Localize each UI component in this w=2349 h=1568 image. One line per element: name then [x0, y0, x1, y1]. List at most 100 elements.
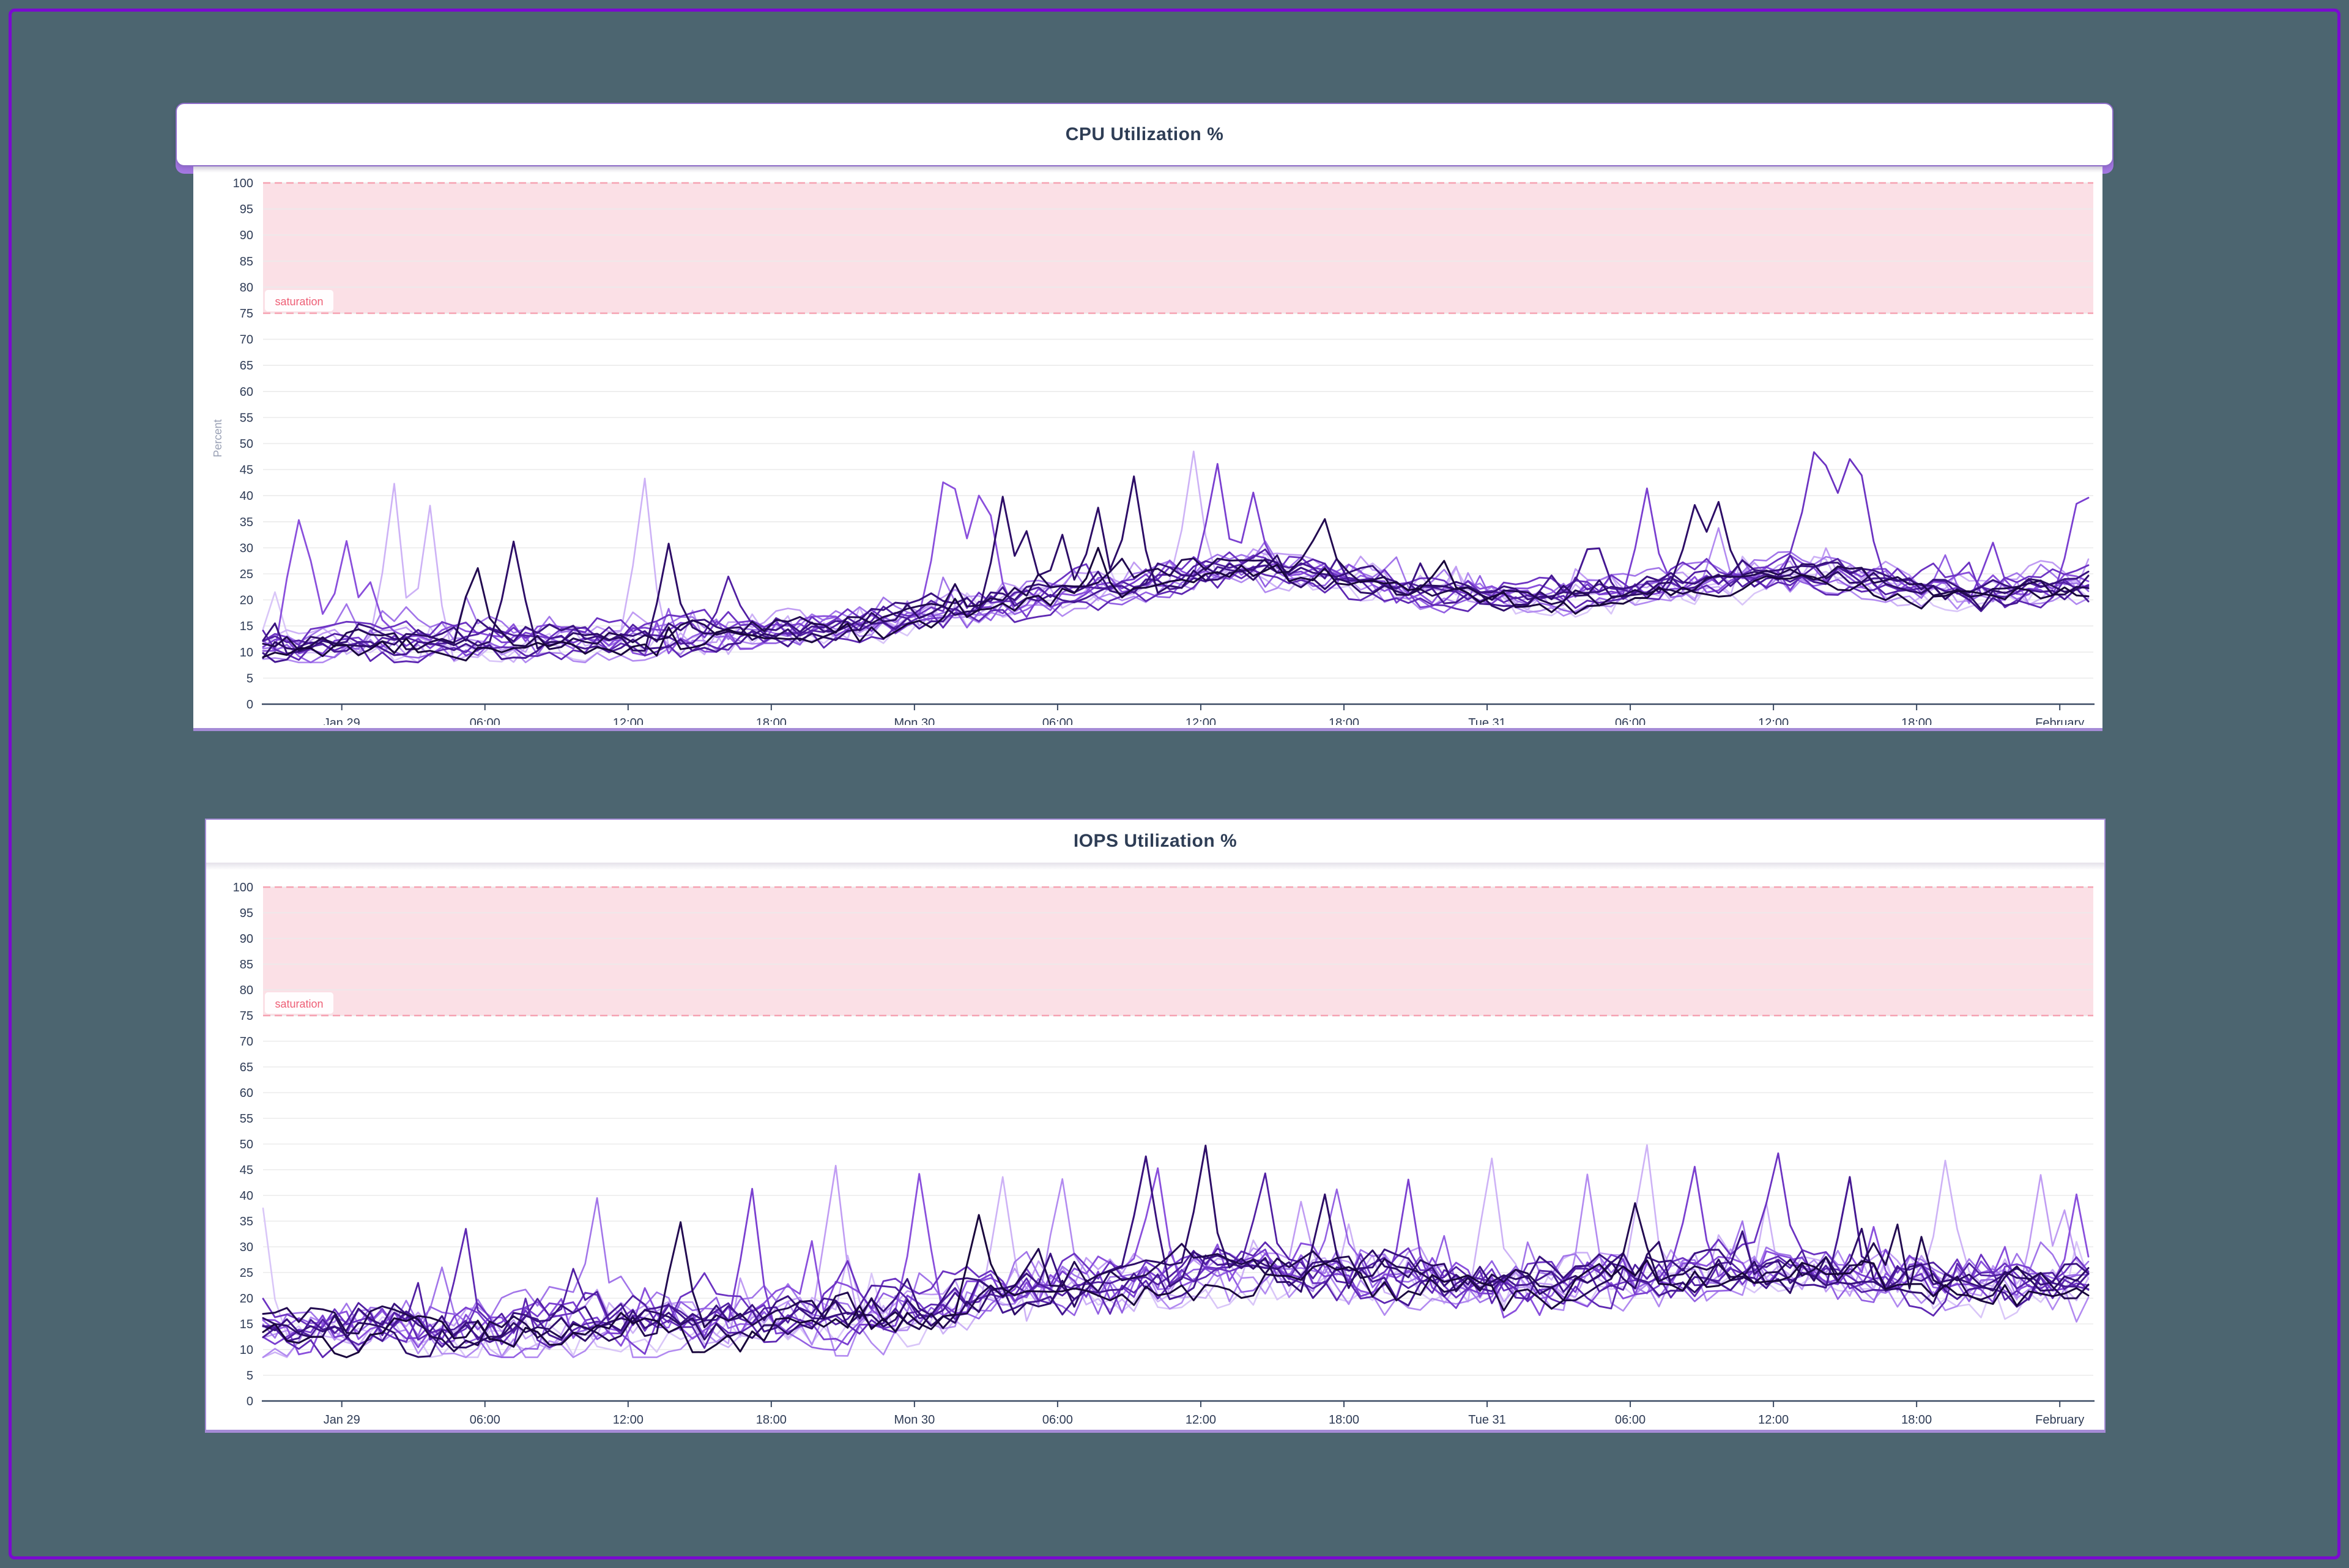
- series-line: [262, 451, 2090, 646]
- series-line: [262, 1228, 2090, 1358]
- x-tick-label: Mon 30: [894, 1413, 935, 1427]
- y-tick-label: 10: [240, 646, 253, 660]
- saturation-label: saturation: [275, 998, 323, 1010]
- y-tick-label: 70: [240, 1035, 253, 1049]
- series-line: [262, 558, 2090, 655]
- series-line: [262, 1207, 2090, 1358]
- y-tick-label: 40: [240, 489, 253, 503]
- x-tick-label: 18:00: [1329, 716, 1359, 725]
- cpu-plot-panel: saturation 0 5 10 15 20 25 30 35 40 45 50 55 60 65 70 75…: [193, 164, 2102, 731]
- y-tick-label: 15: [240, 620, 253, 633]
- y-tick-label: 80: [240, 281, 253, 294]
- y-tick-label: 85: [240, 255, 253, 269]
- y-tick-label: 70: [240, 333, 253, 347]
- y-tick-label: 45: [240, 1164, 253, 1177]
- x-tick-label: 06:00: [1042, 716, 1073, 725]
- y-tick-label: 75: [240, 307, 253, 321]
- x-tick-label: 06:00: [1615, 1413, 1646, 1427]
- y-tick-label: 5: [247, 1369, 253, 1383]
- y-axis-title: Percent: [212, 419, 224, 457]
- x-tick-label: Tue 31: [1468, 716, 1506, 725]
- x-tick-label: February: [2035, 1413, 2084, 1427]
- y-tick-label: 65: [240, 1061, 253, 1074]
- x-tick-label: 18:00: [756, 716, 787, 725]
- x-tick-label: 18:00: [1329, 1413, 1359, 1427]
- y-tick-label: 100: [233, 177, 253, 190]
- y-tick-label: 40: [240, 1189, 253, 1203]
- series-line: [262, 1172, 2090, 1341]
- y-tick-label: 25: [240, 1266, 253, 1280]
- iops-chart-panel: IOPS Utilization % saturation 0 5 10 15 20 25 3…: [205, 819, 2106, 1433]
- series-line: [262, 481, 2090, 656]
- iops-chart-title: IOPS Utilization %: [1073, 831, 1238, 851]
- x-tick-label: February: [2035, 716, 2084, 725]
- x-tick-label: 12:00: [613, 1413, 644, 1427]
- y-tick-label: 30: [240, 541, 253, 555]
- y-tick-label: 85: [240, 958, 253, 972]
- series-line: [262, 1152, 2090, 1345]
- y-tick-label: 95: [240, 907, 253, 920]
- y-tick-label: 0: [247, 1395, 253, 1408]
- cpu-chart-canvas[interactable]: saturation 0 5 10 15 20 25 30 35 40 45 50 55 60 65 70 75…: [193, 164, 2102, 725]
- y-tick-label: 20: [240, 1292, 253, 1306]
- y-tick-label: 15: [240, 1318, 253, 1331]
- y-tick-label: 35: [240, 1215, 253, 1228]
- series-line: [262, 1155, 2090, 1341]
- y-tick-label: 50: [240, 1138, 253, 1151]
- series-line: [262, 1167, 2090, 1356]
- saturation-band: [263, 183, 2093, 313]
- x-tick-label: 18:00: [756, 1413, 787, 1427]
- y-tick-label: 65: [240, 359, 253, 373]
- y-tick-label: 45: [240, 464, 253, 477]
- header-divider: [206, 863, 2104, 870]
- y-tick-label: 90: [240, 932, 253, 946]
- x-tick-label: 06:00: [1042, 1413, 1073, 1427]
- y-tick-label: 90: [240, 229, 253, 242]
- series-line: [262, 1214, 2090, 1359]
- x-tick-label: 06:00: [1615, 716, 1646, 725]
- series-line: [262, 546, 2090, 662]
- y-tick-label: 60: [240, 1087, 253, 1100]
- y-tick-label: 5: [247, 672, 253, 685]
- cpu-chart-block: saturation 0 5 10 15 20 25 30 35 40 45 50 55 60 65 70 75…: [176, 103, 2113, 731]
- iops-chart-canvas[interactable]: saturation 0 5 10 15 20 25 30 35 40 45 50 55 60 65 70 75…: [206, 863, 2104, 1430]
- x-tick-label: 12:00: [1758, 1413, 1789, 1427]
- y-tick-label: 20: [240, 594, 253, 608]
- series-line: [262, 1145, 2090, 1358]
- y-tick-label: 55: [240, 411, 253, 425]
- x-tick-label: 12:00: [1186, 716, 1216, 725]
- cpu-chart-header: CPU Utilization %: [176, 103, 2113, 166]
- saturation-band: [263, 887, 2093, 1016]
- saturation-label-badge: [265, 992, 333, 1014]
- y-tick-label: 25: [240, 568, 253, 581]
- y-tick-label: 35: [240, 516, 253, 529]
- cpu-chart-title: CPU Utilization %: [1065, 124, 1224, 144]
- saturation-label-badge: [265, 290, 333, 311]
- x-tick-label: 06:00: [470, 1413, 500, 1427]
- y-tick-label: 60: [240, 385, 253, 399]
- x-tick-label: Mon 30: [894, 716, 935, 725]
- y-tick-label: 80: [240, 984, 253, 997]
- x-tick-label: 18:00: [1901, 716, 1932, 725]
- y-tick-label: 95: [240, 203, 253, 217]
- saturation-label: saturation: [275, 295, 323, 308]
- y-tick-label: 55: [240, 1112, 253, 1126]
- x-tick-label: Jan 29: [324, 716, 360, 725]
- x-tick-label: 06:00: [470, 716, 500, 725]
- series-line: [262, 569, 2090, 664]
- series-line: [262, 548, 2090, 649]
- y-tick-label: 0: [247, 698, 253, 712]
- series-line: [262, 475, 2090, 659]
- x-tick-label: Tue 31: [1468, 1413, 1506, 1427]
- y-tick-label: 10: [240, 1343, 253, 1357]
- series-line: [262, 450, 2090, 663]
- y-tick-label: 100: [233, 881, 253, 894]
- x-tick-label: 12:00: [613, 716, 644, 725]
- x-tick-label: Jan 29: [324, 1413, 360, 1427]
- x-tick-label: 12:00: [1758, 716, 1789, 725]
- iops-chart-header: IOPS Utilization %: [206, 820, 2104, 863]
- x-tick-label: 18:00: [1901, 1413, 1932, 1427]
- series-line: [262, 1202, 2090, 1353]
- y-tick-label: 30: [240, 1241, 253, 1254]
- y-tick-label: 50: [240, 437, 253, 451]
